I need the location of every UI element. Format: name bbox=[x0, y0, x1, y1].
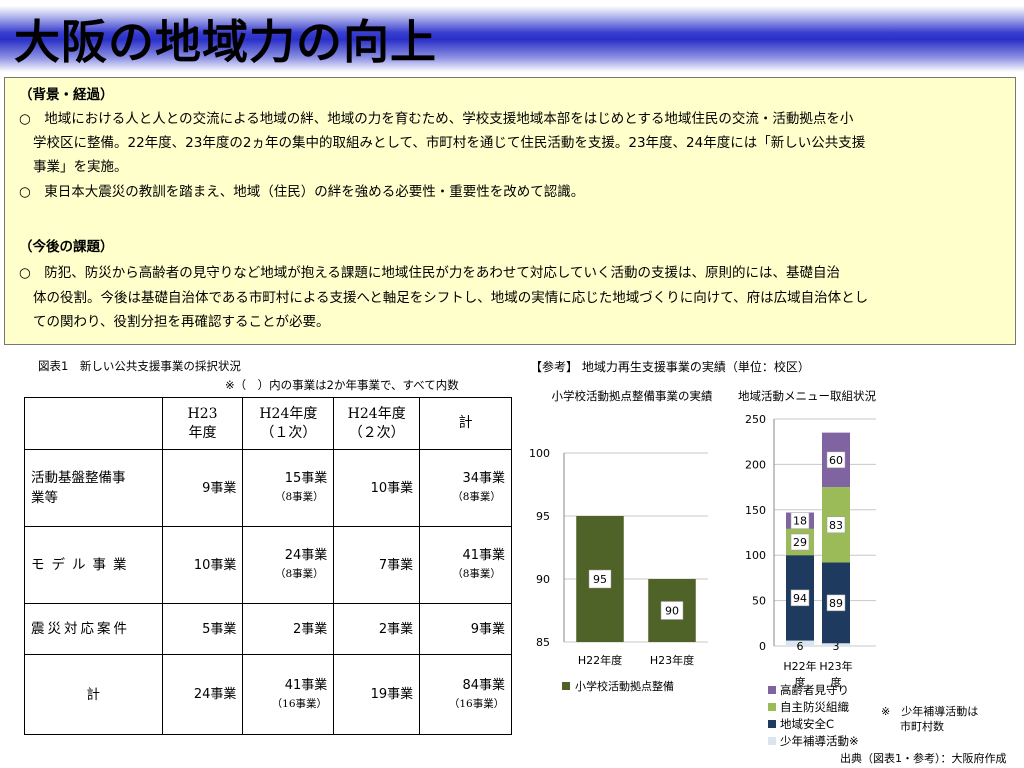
table-note: ※（ ）内の事業は2か年事業で、すべて内数 bbox=[225, 378, 459, 392]
data-label-box bbox=[826, 451, 846, 469]
table-caption: 図表1 新しい公共支援事業の採択状況 bbox=[38, 359, 241, 373]
facility-chart: 小学校活動拠点整備事業の実績 85 90 95 100 95 H22年度 90 H23年度小学校… bbox=[529, 389, 713, 693]
cell-h24-second: 2事業 bbox=[333, 603, 421, 655]
cell-total: 9事業 bbox=[419, 603, 512, 655]
issues-heading: （今後の課題） bbox=[19, 239, 114, 255]
chart-title: 地域活動メニュー取組状況 bbox=[738, 389, 876, 403]
table-row: 計 24事業 41事業 （16事業） 19事業 84事業 （16事業） bbox=[24, 654, 512, 735]
data-label: 83 bbox=[829, 519, 843, 532]
chart-title: 小学校活動拠点整備事業の実績 bbox=[552, 389, 713, 403]
adoption-table: H23 年度 H24年度 （１次） H24年度 （２次） 計 活動基盤整備事 業等 9事… bbox=[24, 397, 512, 735]
data-label: 6 bbox=[797, 640, 804, 653]
cell-total: 34事業 （8事業） bbox=[419, 449, 512, 527]
title-banner bbox=[0, 0, 1024, 72]
page-title: 大阪の地域力の向上 bbox=[14, 15, 437, 69]
cell-h24-first: 41事業 （16事業） bbox=[242, 654, 335, 735]
legend-swatch bbox=[562, 682, 570, 690]
cell-h24-second: 7事業 bbox=[333, 526, 421, 604]
table-corner-cell bbox=[24, 397, 163, 450]
legend-label: 小学校活動拠点整備 bbox=[575, 679, 674, 693]
header-h24-second: H24年度 （２次） bbox=[333, 397, 421, 450]
y-tick-label: 85 bbox=[536, 636, 550, 649]
background-issues-box: （背景・経過） ○ 地域における人と人との交流による地域の絆、地域の力を育むため… bbox=[4, 77, 1016, 345]
data-label: 94 bbox=[793, 592, 807, 605]
footnote-line: 市町村数 bbox=[900, 720, 944, 733]
x-tick-label: H22年 bbox=[783, 659, 816, 673]
x-tick-label: H23年度 bbox=[650, 653, 694, 667]
x-tick-label: H22年度 bbox=[578, 653, 622, 667]
legend-swatch bbox=[768, 737, 776, 745]
x-tick-label: 度 bbox=[831, 675, 842, 689]
y-tick-label: 95 bbox=[536, 510, 550, 523]
cell-h23: 9事業 bbox=[161, 449, 244, 527]
cell-h24-first: 2事業 bbox=[242, 603, 335, 655]
data-label-box bbox=[826, 594, 846, 612]
legend-swatch bbox=[768, 686, 776, 694]
y-tick-label: 250 bbox=[745, 413, 766, 426]
background-line: 学校区に整備。22年度、23年度の2ヵ年の集中的取組みとして、市町村を通じて住民… bbox=[33, 135, 866, 151]
y-tick-label: 150 bbox=[745, 504, 766, 517]
table-row: 震災対応案件 5事業 2事業 2事業 9事業 bbox=[24, 603, 512, 655]
y-tick-label: 50 bbox=[752, 595, 766, 608]
background-line: ○ 地域における人と人との交流による地域の絆、地域の力を育むため、学校支援地域本… bbox=[19, 111, 854, 127]
y-tick-label: 100 bbox=[529, 447, 550, 460]
table-header-row: H23 年度 H24年度 （１次） H24年度 （２次） 計 bbox=[24, 397, 512, 450]
cell-h24-first: 24事業 （8事業） bbox=[242, 526, 335, 604]
cell-h23: 24事業 bbox=[161, 654, 244, 735]
header-total: 計 bbox=[419, 397, 512, 450]
cell-total: 41事業 （8事業） bbox=[419, 526, 512, 604]
cell-h24-second: 10事業 bbox=[333, 449, 421, 527]
legend-label: 高齢者見守り bbox=[780, 683, 849, 697]
cell-h24-second: 19事業 bbox=[333, 654, 421, 735]
data-label-box bbox=[790, 589, 810, 607]
data-label: 18 bbox=[793, 515, 807, 528]
x-tick-label: H23年 bbox=[819, 659, 852, 673]
footnote-line: ※ 少年補導活動は bbox=[881, 705, 979, 718]
cell-h23: 5事業 bbox=[161, 603, 244, 655]
cell-h24-first: 15事業 （8事業） bbox=[242, 449, 335, 527]
data-label-box bbox=[826, 516, 846, 534]
row-label: 活動基盤整備事 業等 bbox=[24, 449, 163, 527]
background-line: 事業」を実施。 bbox=[33, 159, 128, 175]
legend-label: 少年補導活動※ bbox=[780, 734, 859, 748]
header-h23: H23 年度 bbox=[161, 397, 244, 450]
issues-line: 体の役割。今後は基礎自治体である市町村による支援へと軸足をシフトし、地域の実情に… bbox=[33, 290, 869, 306]
cell-total: 84事業 （16事業） bbox=[419, 654, 512, 735]
issues-line: ての関わり、役割分担を再確認することが必要。 bbox=[33, 314, 330, 330]
issues-line: ○ 防犯、防災から高齢者の見守りなど地域が抱える課題に地域住民が力をあわせて対応… bbox=[19, 265, 840, 281]
header-h24-first: H24年度 （１次） bbox=[242, 397, 335, 450]
legend-label: 自主防災組織 bbox=[780, 700, 849, 714]
background-heading: （背景・経過） bbox=[19, 87, 114, 103]
legend-swatch bbox=[768, 703, 776, 711]
source-note: 出典（図表1・参考）：大阪府作成 bbox=[840, 752, 1007, 765]
x-tick-label: 度 bbox=[795, 675, 806, 689]
background-line: ○ 東日本大震災の教訓を踏まえ、地域（住民）の絆を強める必要性・重要性を改めて認… bbox=[19, 184, 585, 200]
legend-label: 地域安全C bbox=[780, 717, 834, 731]
y-tick-label: 100 bbox=[745, 549, 766, 562]
data-label: 90 bbox=[665, 605, 679, 618]
data-label: 60 bbox=[829, 454, 843, 467]
row-label: モデル事業 bbox=[24, 526, 163, 604]
reference-heading: 【参考】 地域力再生支援事業の実績（単位：校区） bbox=[530, 360, 810, 374]
y-tick-label: 0 bbox=[759, 640, 766, 653]
data-label: 89 bbox=[829, 597, 843, 610]
table-row: モデル事業 10事業 24事業 （8事業） 7事業 41事業 （8事業） bbox=[24, 526, 512, 604]
cell-h23: 10事業 bbox=[161, 526, 244, 604]
y-tick-label: 200 bbox=[745, 458, 766, 471]
data-label: 3 bbox=[833, 640, 840, 653]
data-label-box bbox=[790, 533, 810, 551]
table-row: 活動基盤整備事 業等 9事業 15事業 （8事業） 10事業 34事業 （8事業） bbox=[24, 449, 512, 527]
data-label: 95 bbox=[593, 573, 607, 586]
data-label: 29 bbox=[793, 536, 807, 549]
y-tick-label: 90 bbox=[536, 573, 550, 586]
stacked-segment bbox=[822, 643, 850, 646]
data-label-box bbox=[790, 512, 810, 529]
stacked-segment bbox=[786, 640, 814, 646]
row-label: 震災対応案件 bbox=[24, 603, 163, 655]
row-label: 計 bbox=[24, 654, 163, 735]
data-label-box bbox=[588, 569, 612, 589]
legend-swatch bbox=[768, 720, 776, 728]
activity-chart: 地域活動メニュー取組状況 0 50 100 150 200 250 6 94 29 18 H22年度 3… bbox=[738, 389, 876, 748]
data-label-box bbox=[660, 601, 684, 620]
